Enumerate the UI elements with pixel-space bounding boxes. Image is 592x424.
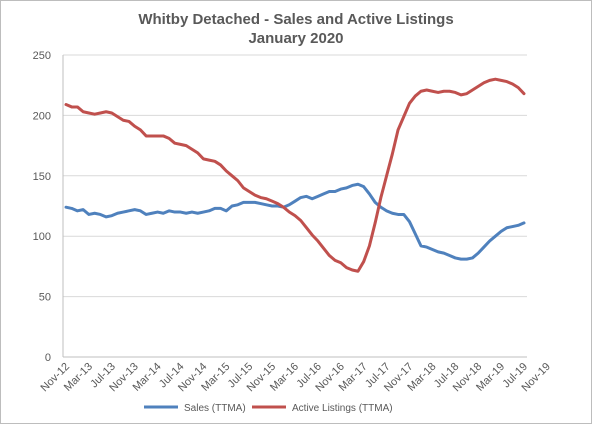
legend-item-active-listings: Active Listings (TTMA) [252,403,393,414]
y-axis-tick-labels: 0 50 100 150 200 250 [33,50,51,364]
gridlines [63,54,527,298]
y-tick-label-200: 200 [33,110,51,122]
series-line-active-listings [64,77,526,273]
legend-label-sales: Sales (TTMA) [184,403,246,414]
y-tick-label-0: 0 [45,352,51,364]
legend: Sales (TTMA) Active Listings (TTMA) [144,403,393,414]
chart-title-block: Whitby Detached - Sales and Active Listi… [0,10,592,48]
y-tick-label-150: 150 [33,171,51,183]
y-tick-label-50: 50 [39,292,51,304]
series-lines [64,77,526,273]
chart-title: Whitby Detached - Sales and Active Listi… [138,11,454,28]
y-tick-label-100: 100 [33,231,51,243]
legend-label-active-listings: Active Listings (TTMA) [292,403,393,414]
chart-subtitle: January 2020 [248,30,344,47]
y-tick-label-250: 250 [33,50,51,62]
legend-item-sales: Sales (TTMA) [144,403,246,414]
axes [62,55,527,358]
series-line-sales [64,182,526,261]
x-axis-tick-labels: Nov-12Mar-13Jul-13Nov-13Mar-14Jul-14Nov-… [39,361,553,395]
